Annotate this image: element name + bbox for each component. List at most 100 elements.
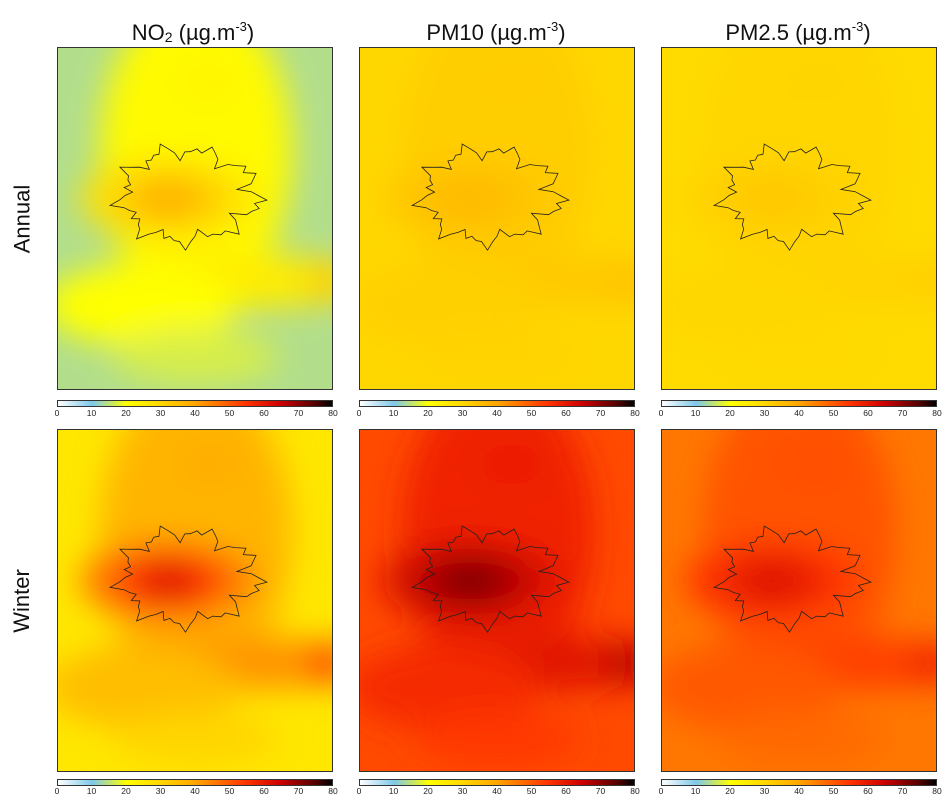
colorbar-tick-label: 40 bbox=[794, 408, 804, 418]
map-winter-no2 bbox=[57, 429, 333, 772]
colorbar-tick-label: 10 bbox=[690, 786, 701, 796]
city-boundary bbox=[410, 525, 570, 633]
map-winter-pm25 bbox=[661, 429, 937, 772]
concentration-field bbox=[176, 61, 243, 103]
colorbar bbox=[57, 400, 333, 407]
colorbar-tick-label: 0 bbox=[54, 408, 60, 418]
colorbar-tick-label: 70 bbox=[293, 786, 304, 796]
colorbar-tick-label: 0 bbox=[356, 408, 362, 418]
concentration-field bbox=[306, 260, 332, 302]
colorbar-tick-label: 80 bbox=[328, 408, 338, 418]
concentration-field bbox=[662, 646, 842, 729]
concentration-field bbox=[442, 181, 498, 217]
concentration-field bbox=[140, 181, 196, 217]
city-boundary bbox=[712, 143, 872, 251]
colorbar-tick-label: 70 bbox=[293, 408, 304, 418]
map-annual-pm25 bbox=[661, 47, 937, 390]
concentration-field bbox=[360, 264, 540, 347]
colorbar-tick-label: 50 bbox=[828, 786, 839, 796]
colorbar-tick-label: 0 bbox=[54, 786, 60, 796]
colorbar-tick-label: 60 bbox=[863, 408, 873, 418]
colorbar-tick-label: 20 bbox=[725, 786, 735, 796]
colorbar-tick-label: 30 bbox=[457, 786, 468, 796]
colorbar-tick-label: 60 bbox=[259, 786, 269, 796]
colorbar-tick-label: 50 bbox=[224, 786, 235, 796]
colorbar-tick-label: 10 bbox=[86, 408, 97, 418]
city-boundary bbox=[108, 525, 268, 633]
colorbar-tick-label: 0 bbox=[658, 786, 664, 796]
colorbar-tick-label: 0 bbox=[356, 786, 362, 796]
concentration-field bbox=[58, 264, 238, 347]
colorbar-tick-label: 30 bbox=[155, 408, 166, 418]
colorbar-tick-label: 70 bbox=[897, 786, 908, 796]
concentration-field bbox=[780, 61, 847, 103]
colorbar-tick-label: 20 bbox=[423, 786, 433, 796]
concentration-field bbox=[58, 646, 238, 729]
map-annual-pm10 bbox=[359, 47, 635, 390]
concentration-field bbox=[744, 181, 800, 217]
colorbar-tick-label: 10 bbox=[388, 408, 399, 418]
colorbar-tick-label: 60 bbox=[863, 786, 873, 796]
concentration-field bbox=[717, 711, 883, 767]
column-title-no2: NO2 (µg.m-3) bbox=[131, 19, 255, 45]
colorbar-tick-label: 20 bbox=[725, 408, 735, 418]
colorbar-tick-label: 50 bbox=[828, 408, 839, 418]
concentration-field bbox=[910, 642, 936, 684]
colorbar-tick-label: 50 bbox=[526, 408, 537, 418]
colorbar-tick-label: 10 bbox=[690, 408, 701, 418]
concentration-field bbox=[415, 329, 581, 385]
colorbar-tick-label: 80 bbox=[328, 786, 338, 796]
column-title-pm10: PM10 (µg.m-3) bbox=[426, 19, 566, 45]
concentration-field bbox=[780, 443, 847, 485]
colorbar bbox=[359, 779, 635, 786]
colorbar-tick-label: 50 bbox=[224, 408, 235, 418]
colorbar-tick-label: 30 bbox=[155, 786, 166, 796]
colorbar-tick-label: 80 bbox=[630, 786, 640, 796]
city-boundary bbox=[410, 143, 570, 251]
concentration-field bbox=[744, 563, 800, 599]
city-boundary bbox=[108, 143, 268, 251]
colorbar bbox=[661, 779, 937, 786]
concentration-field bbox=[442, 563, 498, 599]
colorbar-ticks: 0 10 20 30 40 50 60 70 80 bbox=[658, 786, 942, 798]
colorbar-tick-label: 70 bbox=[595, 786, 606, 796]
colorbar-tick-label: 40 bbox=[190, 786, 200, 796]
colorbar-tick-label: 80 bbox=[932, 786, 942, 796]
colorbar-ticks: 0 10 20 30 40 50 60 70 80 bbox=[54, 786, 338, 798]
concentration-field bbox=[415, 711, 581, 767]
colorbar bbox=[661, 400, 937, 407]
concentration-field bbox=[608, 260, 634, 302]
map-annual-no2 bbox=[57, 47, 333, 390]
concentration-field bbox=[478, 61, 545, 103]
colorbar-ticks: 0 10 20 30 40 50 60 70 80 bbox=[356, 786, 640, 798]
concentration-field bbox=[717, 329, 883, 385]
row-label-winter: Winter bbox=[9, 568, 34, 633]
colorbar bbox=[57, 779, 333, 786]
colorbar-ticks: 0 10 20 30 40 50 60 70 80 bbox=[659, 408, 942, 420]
colorbar-tick-label: 20 bbox=[121, 786, 131, 796]
colorbar-tick-label: 10 bbox=[388, 786, 399, 796]
colorbar-tick-label: 40 bbox=[492, 408, 502, 418]
colorbar-tick-label: 50 bbox=[526, 786, 537, 796]
concentration-field bbox=[662, 264, 842, 347]
colorbar-tick-label: 40 bbox=[794, 786, 804, 796]
concentration-field bbox=[306, 642, 332, 684]
concentration-field bbox=[360, 646, 540, 729]
colorbar-tick-label: 60 bbox=[561, 786, 571, 796]
concentration-field bbox=[140, 563, 196, 599]
colorbar-tick-label: 70 bbox=[595, 408, 606, 418]
colorbar bbox=[359, 400, 635, 407]
colorbar-ticks: 0 10 20 30 40 50 60 70 80 bbox=[54, 408, 338, 420]
concentration-field bbox=[176, 443, 243, 485]
colorbar-tick-label: 70 bbox=[897, 408, 908, 418]
colorbar-tick-label: 40 bbox=[492, 786, 502, 796]
colorbar-tick-label: 30 bbox=[759, 786, 770, 796]
colorbar-tick-label: 80 bbox=[630, 408, 640, 418]
concentration-field bbox=[608, 642, 634, 684]
colorbar-tick-label: 30 bbox=[759, 408, 770, 418]
map-winter-pm10 bbox=[359, 429, 635, 772]
concentration-field bbox=[113, 329, 279, 385]
colorbar-tick-label: 20 bbox=[121, 408, 131, 418]
colorbar-tick-label: 20 bbox=[423, 408, 433, 418]
colorbar-tick-label: 10 bbox=[86, 786, 97, 796]
